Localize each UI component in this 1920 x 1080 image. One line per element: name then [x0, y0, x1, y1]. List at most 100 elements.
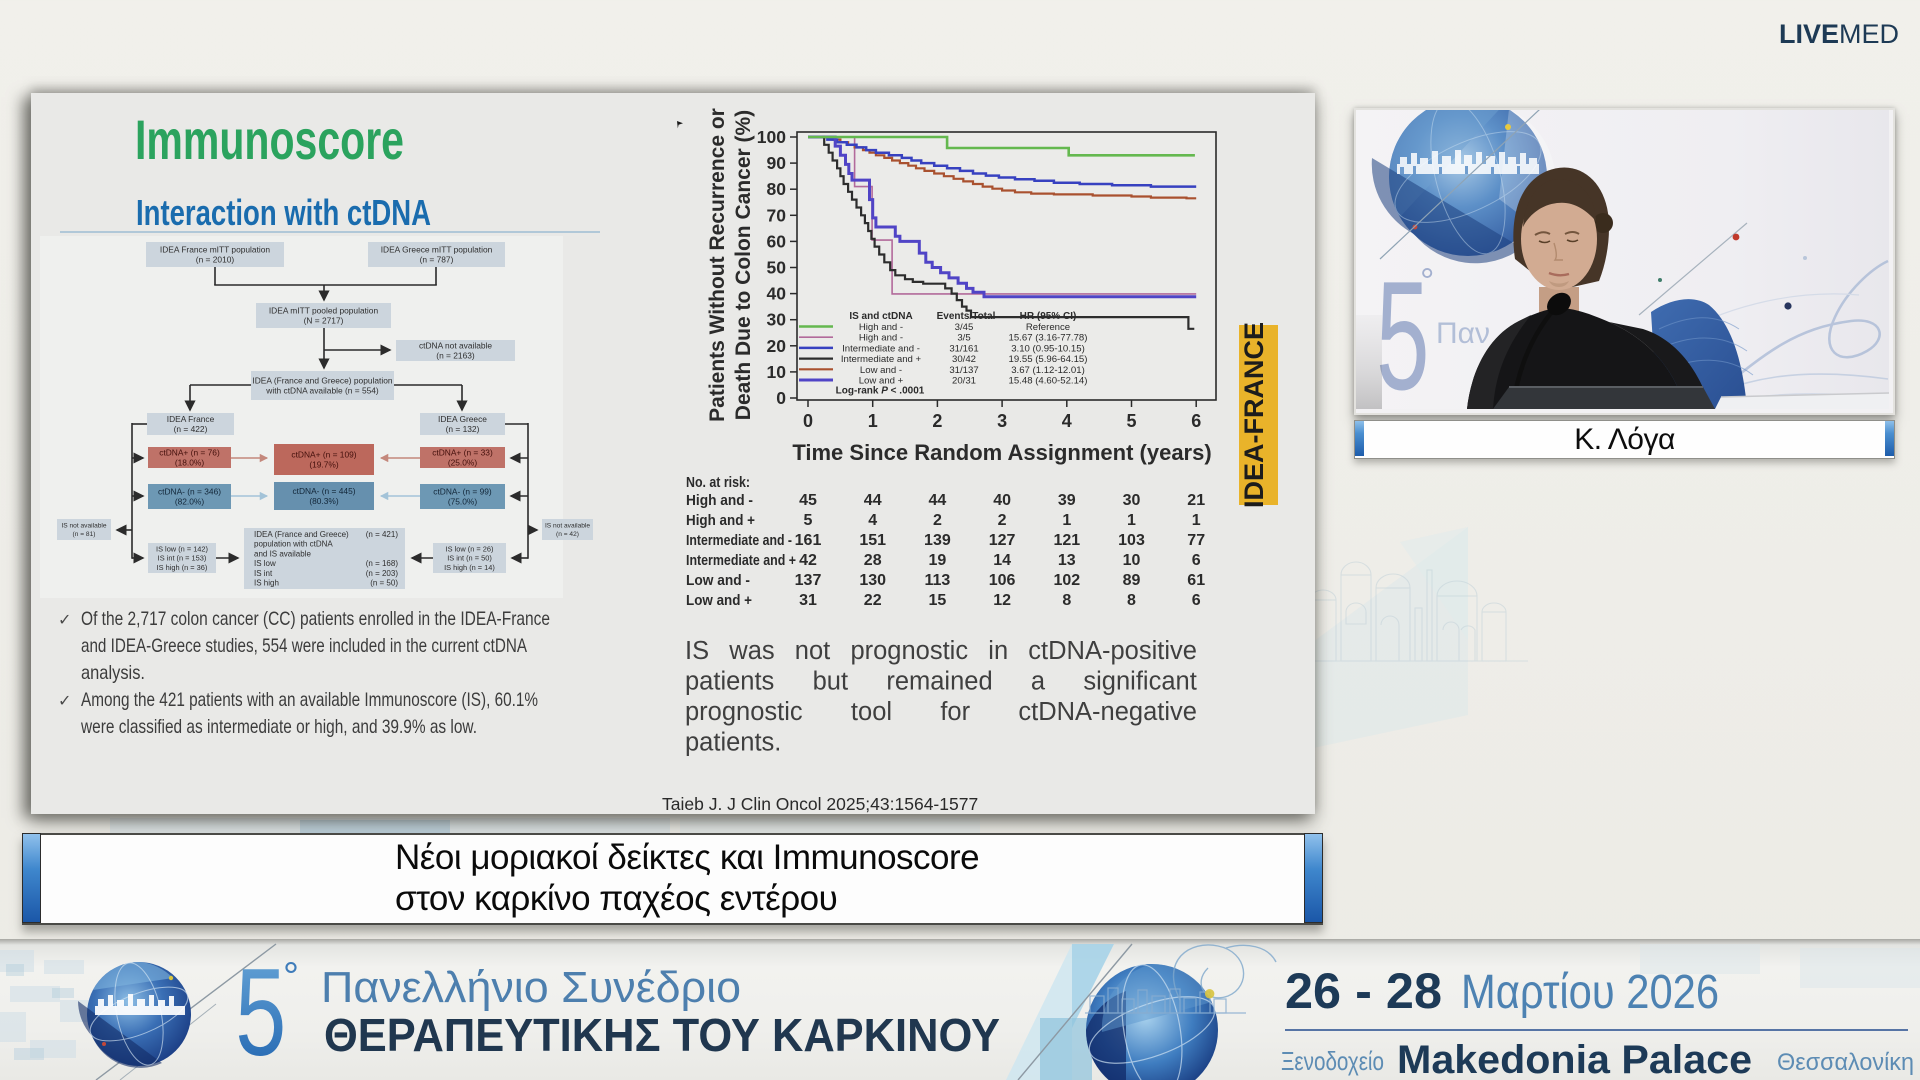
svg-text:44: 44 [864, 492, 882, 509]
svg-text:Μαρτίου 2026: Μαρτίου 2026 [1461, 966, 1719, 1019]
svg-text:2: 2 [933, 512, 942, 529]
svg-text:Intermediate and -: Intermediate and - [686, 532, 792, 549]
svg-text:121: 121 [1053, 532, 1080, 549]
svg-text:89: 89 [1123, 572, 1141, 589]
svg-text:(n = 81): (n = 81) [73, 531, 96, 538]
svg-text:80: 80 [767, 179, 787, 199]
svg-text:161: 161 [795, 532, 822, 549]
svg-text:IDEA-FRANCE: IDEA-FRANCE [1239, 322, 1269, 508]
svg-text:IS high: IS high [254, 579, 279, 588]
svg-text:61: 61 [1187, 572, 1205, 589]
svg-text:0: 0 [776, 388, 786, 408]
svg-text:IS int (n = 153): IS int (n = 153) [158, 554, 207, 563]
svg-text:2: 2 [932, 411, 942, 431]
svg-text:HR (95% CI): HR (95% CI) [1020, 311, 1077, 322]
svg-text:Low and +: Low and + [859, 376, 904, 387]
svg-text:70: 70 [767, 205, 787, 225]
svg-text:1: 1 [868, 411, 878, 431]
svg-text:5: 5 [235, 944, 286, 1080]
svg-text:IS high (n = 14): IS high (n = 14) [444, 563, 495, 572]
svg-text:(75.0%): (75.0%) [448, 497, 478, 507]
svg-text:1: 1 [1192, 512, 1201, 529]
svg-text:50: 50 [767, 258, 787, 278]
svg-text:(n = 421): (n = 421) [366, 530, 399, 539]
svg-text:Ξενοδοχείο: Ξενοδοχείο [1281, 1046, 1384, 1076]
svg-text:0: 0 [803, 411, 813, 431]
svg-text:Patients Without Recurrence or: Patients Without Recurrence or [706, 108, 729, 422]
svg-text:IS low (n = 26): IS low (n = 26) [446, 544, 494, 553]
svg-text:1: 1 [1062, 512, 1071, 529]
svg-text:151: 151 [859, 532, 886, 549]
svg-text:High and -: High and - [859, 322, 903, 333]
svg-text:IDEA France: IDEA France [167, 414, 215, 424]
svg-text:28: 28 [864, 552, 882, 569]
svg-text:14: 14 [993, 552, 1011, 569]
svg-text:(n = 203): (n = 203) [366, 569, 399, 578]
svg-text:15.67 (3.16-77.78): 15.67 (3.16-77.78) [1009, 333, 1088, 344]
svg-text:Among the 421 patients with an: Among the 421 patients with an available… [81, 689, 538, 711]
svg-text:population with ctDNA: population with ctDNA [254, 540, 333, 549]
svg-text:Death Due to Colon Cancer (%): Death Due to Colon Cancer (%) [732, 110, 755, 420]
svg-text:ctDNA- (n = 346): ctDNA- (n = 346) [158, 486, 221, 496]
svg-text:ctDNA not available: ctDNA not available [419, 340, 492, 350]
svg-text:102: 102 [1053, 572, 1080, 589]
svg-text:Intermediate and -: Intermediate and - [842, 343, 920, 354]
svg-text:Low and -: Low and - [686, 572, 750, 589]
svg-text:High and -: High and - [686, 492, 753, 509]
svg-text:2: 2 [998, 512, 1007, 529]
svg-text:137: 137 [795, 572, 822, 589]
svg-text:IS and ctDNA: IS and ctDNA [849, 311, 912, 322]
svg-text:IS not available: IS not available [61, 523, 106, 530]
svg-text:30: 30 [767, 310, 787, 330]
svg-text:ctDNA+ (n = 76): ctDNA+ (n = 76) [159, 447, 220, 457]
svg-text:Time Since Random Assignment (: Time Since Random Assignment (years) [792, 440, 1211, 465]
svg-text:127: 127 [989, 532, 1016, 549]
svg-text:40: 40 [767, 284, 787, 304]
svg-text:6: 6 [1191, 411, 1201, 431]
svg-text:High and -: High and - [859, 333, 903, 344]
svg-text:31: 31 [799, 592, 817, 609]
svg-text:High and +: High and + [686, 512, 755, 529]
svg-text:(n = 2010): (n = 2010) [196, 255, 235, 265]
svg-text:ctDNA+ (n = 109): ctDNA+ (n = 109) [291, 449, 356, 459]
svg-text:13: 13 [1058, 552, 1076, 569]
svg-text:Intermediate and +: Intermediate and + [686, 552, 796, 569]
svg-text:Interaction with ctDNA: Interaction with ctDNA [136, 192, 431, 233]
svg-text:(25.0%): (25.0%) [448, 458, 478, 468]
svg-text:(18.0%): (18.0%) [175, 458, 205, 468]
svg-text:19: 19 [929, 552, 947, 569]
svg-text:IS not available: IS not available [545, 523, 590, 530]
svg-text:IS was not prognostic in ctDNA: IS was not prognostic in ctDNA-positive [685, 637, 1197, 665]
svg-text:Πανελλήνιο Συνέδριο: Πανελλήνιο Συνέδριο [321, 963, 741, 1012]
svg-text:6: 6 [1192, 592, 1201, 609]
svg-text:15.48 (4.60-52.14): 15.48 (4.60-52.14) [1009, 376, 1088, 387]
svg-text:patients.: patients. [685, 729, 781, 757]
svg-text:IDEA Greece mITT population: IDEA Greece mITT population [381, 244, 493, 254]
svg-text:4: 4 [868, 512, 877, 529]
svg-text:and IDEA-Greece studies, 554 w: and IDEA-Greece studies, 554 were includ… [81, 635, 527, 657]
svg-text:Παν: Παν [1436, 317, 1490, 350]
svg-text:26 - 28: 26 - 28 [1285, 963, 1442, 1019]
svg-text:analysis.: analysis. [81, 662, 145, 684]
svg-text:3/45: 3/45 [955, 322, 974, 333]
svg-text:Intermediate and +: Intermediate and + [841, 354, 922, 365]
svg-text:Of the 2,717 colon cancer (CC): Of the 2,717 colon cancer (CC) patients … [81, 608, 550, 630]
svg-text:106: 106 [989, 572, 1016, 589]
svg-text:(82.0%): (82.0%) [175, 497, 205, 507]
svg-text:8: 8 [1127, 592, 1136, 609]
svg-text:45: 45 [799, 492, 817, 509]
svg-text:3: 3 [997, 411, 1007, 431]
svg-text:5: 5 [1126, 411, 1136, 431]
svg-text:Events/Total: Events/Total [937, 311, 996, 322]
svg-text:4: 4 [1062, 411, 1072, 431]
svg-text:113: 113 [924, 572, 950, 589]
svg-text:Immunoscore: Immunoscore [135, 108, 404, 171]
svg-text:21: 21 [1187, 492, 1205, 509]
svg-text:Low and +: Low and + [686, 592, 752, 609]
svg-text:60: 60 [767, 231, 787, 251]
svg-text:19.55 (5.96-64.15): 19.55 (5.96-64.15) [1009, 354, 1088, 365]
svg-text:10: 10 [1123, 552, 1141, 569]
svg-text:(n = 168): (n = 168) [366, 559, 399, 568]
svg-text:30: 30 [1123, 492, 1141, 509]
svg-text:12: 12 [993, 592, 1011, 609]
